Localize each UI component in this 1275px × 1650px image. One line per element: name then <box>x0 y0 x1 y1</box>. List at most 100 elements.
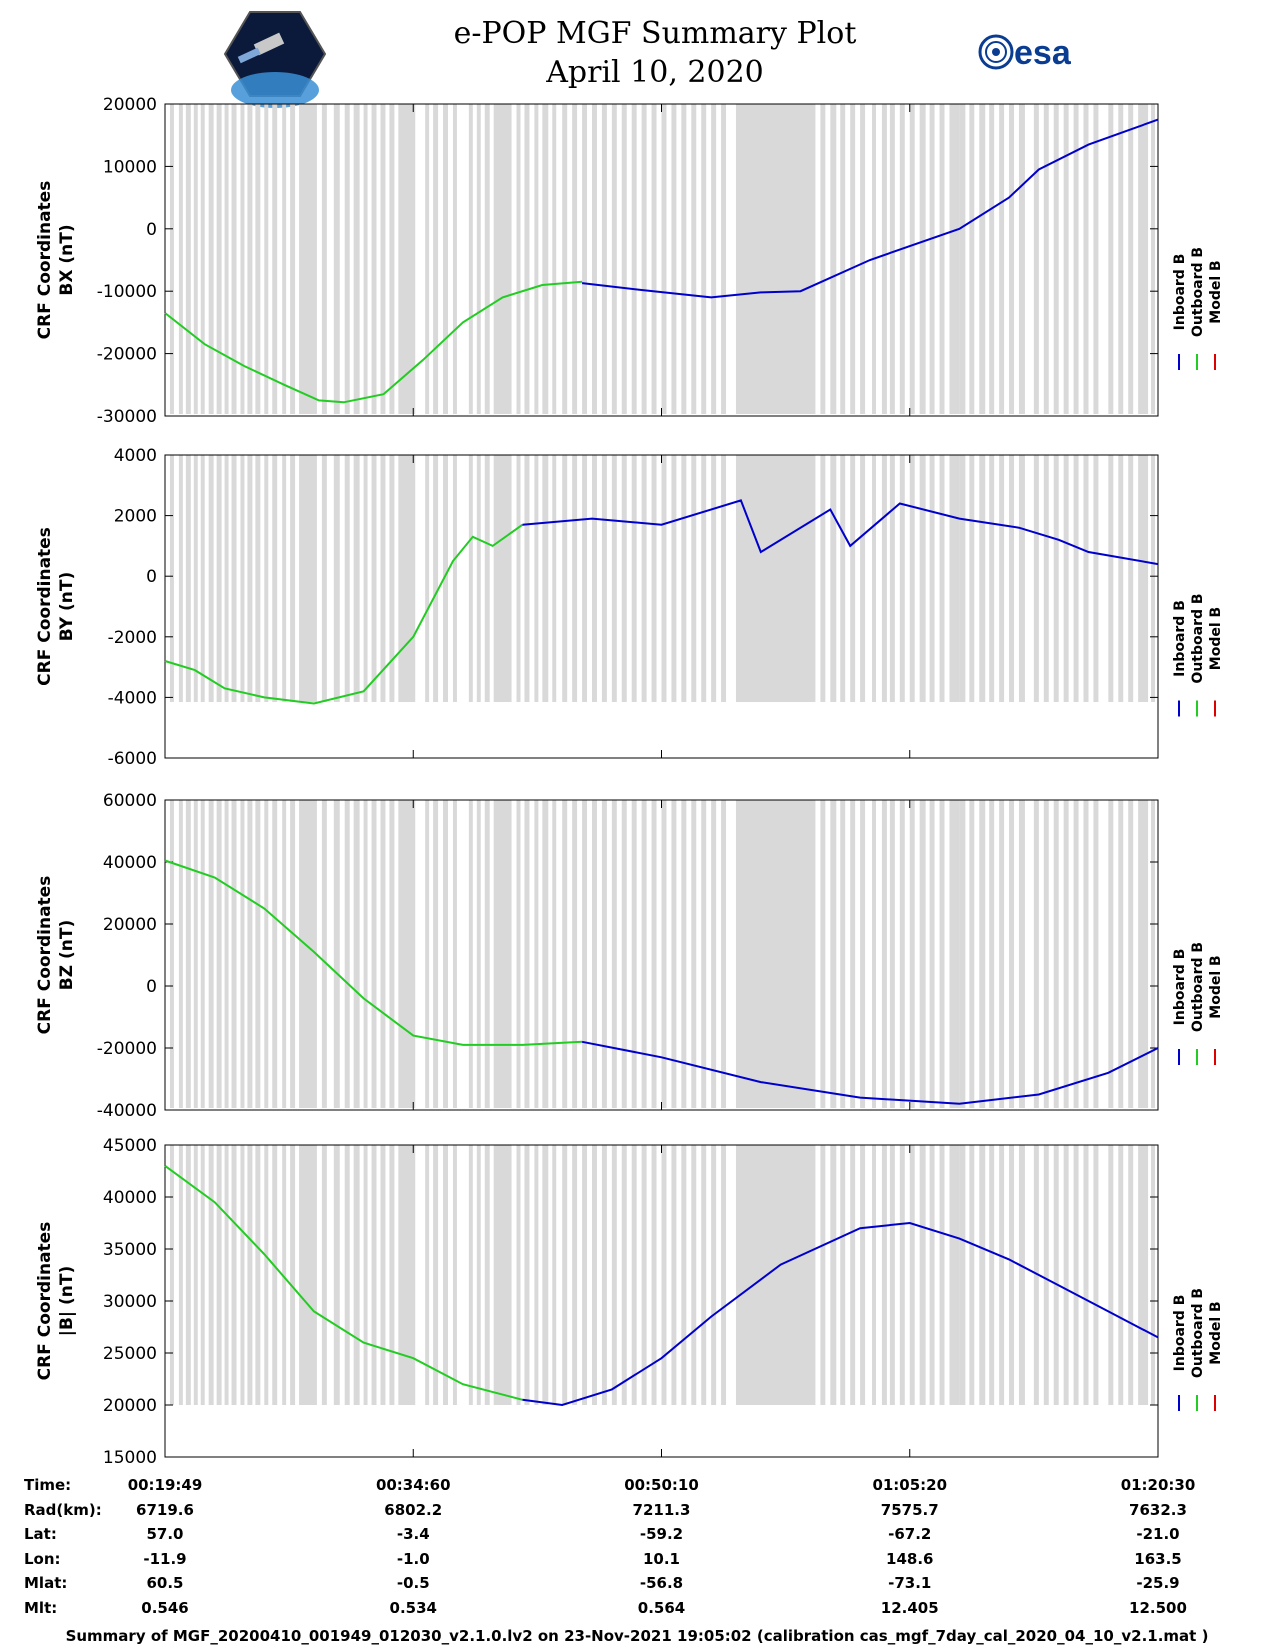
data-gap-band <box>909 800 915 1108</box>
y-tick-label: 4000 <box>114 446 157 466</box>
data-gap-band <box>611 800 617 1108</box>
data-gap-band <box>1083 455 1089 702</box>
data-gap-band <box>484 455 490 702</box>
legend-entry-label: Outboard B <box>1190 247 1206 337</box>
data-gap-band <box>552 800 557 1108</box>
data-gap-band <box>1063 104 1069 414</box>
data-gap-band <box>671 800 677 1108</box>
data-gap-band <box>231 1145 237 1405</box>
data-gap-band <box>562 1145 568 1405</box>
data-gap-band <box>321 800 327 1108</box>
data-gap-band <box>860 1145 866 1405</box>
data-gap-band <box>919 800 926 1108</box>
y-tick-label: 40000 <box>103 853 157 873</box>
legend: Inboard B Outboard B Model B <box>1172 1288 1224 1411</box>
data-gap-band <box>380 104 386 414</box>
legend-entry-label: Model B <box>1208 260 1224 323</box>
data-gap-band <box>939 800 945 1108</box>
data-gap-band <box>1073 455 1079 702</box>
data-gap-band <box>872 455 876 702</box>
data-gap-band <box>671 104 677 414</box>
data-gap-band <box>493 1145 512 1405</box>
data-gap-band <box>476 800 481 1108</box>
data-gap-band <box>1033 800 1039 1108</box>
data-gap-band <box>363 104 368 414</box>
data-gap-band <box>534 1145 539 1405</box>
data-gap-band <box>881 455 887 702</box>
data-gap-band <box>1043 104 1049 414</box>
data-gap-band <box>889 1145 895 1405</box>
data-gap-band <box>516 104 521 414</box>
data-gap-band <box>881 800 887 1108</box>
data-gap-band <box>452 1145 457 1405</box>
data-gap-band <box>959 1145 966 1405</box>
data-gap-band <box>363 455 368 702</box>
data-gap-band <box>240 1145 245 1405</box>
data-gap-bands <box>169 455 1156 702</box>
legend-entry-label: Model B <box>1208 1301 1224 1364</box>
data-gap-band <box>601 455 607 702</box>
data-gap-band <box>484 104 490 414</box>
data-gap-band <box>872 800 876 1108</box>
ephemeris-row-label: Mlat: <box>24 1574 67 1592</box>
data-gap-band <box>299 1145 306 1405</box>
ephemeris-cell-mlat: -56.8 <box>640 1574 683 1592</box>
data-gap-band <box>611 104 617 414</box>
data-gap-band <box>939 1145 945 1405</box>
data-gap-band <box>240 800 245 1108</box>
data-gap-band <box>601 1145 607 1405</box>
data-gap-band <box>582 800 588 1108</box>
data-gap-band <box>989 104 995 414</box>
data-gap-band <box>224 1145 229 1405</box>
data-gap-band <box>344 455 350 702</box>
data-gap-band <box>1138 800 1149 1108</box>
data-gap-band <box>611 1145 617 1405</box>
data-gap-band <box>240 455 245 702</box>
data-gap-band <box>231 800 237 1108</box>
legend-entry-label: Model B <box>1208 607 1224 670</box>
data-gap-band <box>1063 455 1069 702</box>
data-gap-band <box>208 455 214 702</box>
data-gap-band <box>247 104 253 414</box>
data-gap-band <box>443 800 449 1108</box>
ephemeris-row-label: Time: <box>24 1476 71 1494</box>
data-gap-band <box>979 455 986 702</box>
data-gap-band <box>468 1145 473 1405</box>
panel-2: 4000 2000 0 -2000 -4000 -6000 CRF Coordinates B… <box>35 446 1224 769</box>
data-gap-band <box>299 104 306 414</box>
data-gap-band <box>1018 104 1025 414</box>
data-gap-band <box>840 104 846 414</box>
data-gap-band <box>380 455 386 702</box>
data-gap-band <box>425 104 430 414</box>
data-gap-band <box>282 455 287 702</box>
y-tick-label: 25000 <box>103 1344 157 1364</box>
series-line-outboard-b <box>164 859 583 1046</box>
y-tick-label: 0 <box>146 220 157 240</box>
data-gap-band <box>208 104 214 414</box>
data-gap-band <box>889 800 895 1108</box>
data-gap-band <box>651 1145 657 1405</box>
ephemeris-cell-time: 01:05:20 <box>872 1476 947 1494</box>
legend-entry-label: Outboard B <box>1190 942 1206 1032</box>
data-gap-band <box>185 800 191 1108</box>
data-gap-band <box>641 455 647 702</box>
data-gap-band <box>681 1145 687 1405</box>
data-gap-band <box>1151 1145 1156 1405</box>
ephemeris-cell-rad: 7575.7 <box>881 1501 939 1519</box>
data-gap-band <box>681 455 687 702</box>
data-gap-band <box>493 104 512 414</box>
data-gap-band <box>1118 1145 1124 1405</box>
data-gap-band <box>820 800 826 1108</box>
data-gap-band <box>830 800 837 1108</box>
data-gap-band <box>264 104 269 414</box>
data-gap-band <box>216 455 222 702</box>
data-gap-band <box>651 104 657 414</box>
data-gap-band <box>224 104 229 414</box>
data-gap-band <box>208 800 214 1108</box>
data-gap-band <box>299 800 306 1108</box>
data-gap-band <box>1053 1145 1059 1405</box>
data-gap-band <box>452 455 457 702</box>
series-line-outboard-b <box>164 1164 523 1401</box>
data-gap-band <box>380 1145 386 1405</box>
data-gap-band <box>542 455 549 702</box>
